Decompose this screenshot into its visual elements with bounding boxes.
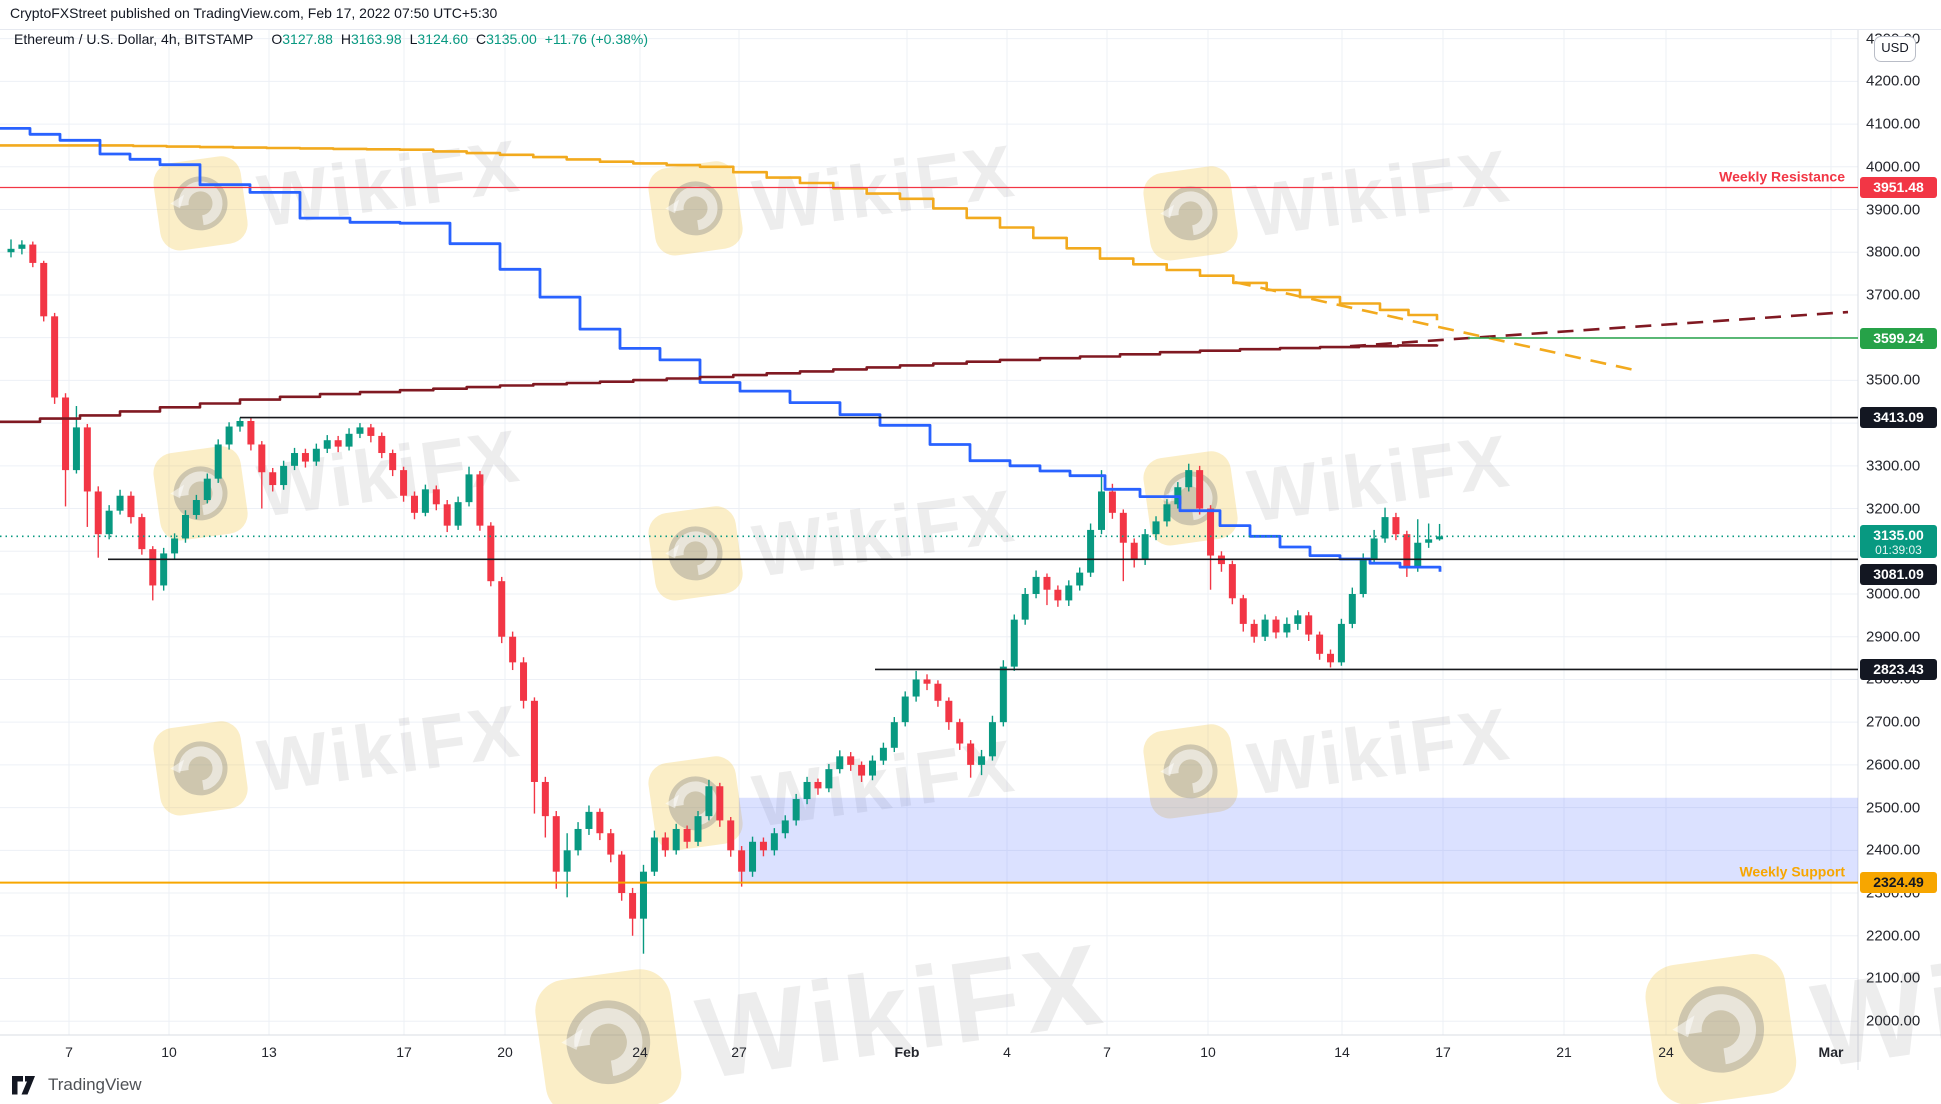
svg-text:WikiFX: WikiFX bbox=[253, 414, 526, 533]
weekly-support-label: Weekly Support bbox=[1739, 864, 1845, 880]
currency-button[interactable]: USD bbox=[1874, 36, 1916, 62]
svg-text:WikiFX: WikiFX bbox=[748, 474, 1021, 593]
wikifx-watermark-unit: WikiFX bbox=[1143, 134, 1516, 261]
price-badge-3599.24: 3599.24 bbox=[1860, 327, 1937, 349]
price-badge-3081.09: 3081.09 bbox=[1860, 564, 1937, 585]
time-tick-Feb: Feb bbox=[894, 1044, 920, 1060]
time-tick-10: 10 bbox=[1200, 1044, 1216, 1060]
price-tick: 3900.00 bbox=[1866, 201, 1921, 219]
time-tick-24: 24 bbox=[1658, 1044, 1674, 1060]
yellow-projection-dashed bbox=[1234, 280, 1636, 372]
wikifx-watermark-unit: WikiFX bbox=[1143, 419, 1516, 546]
wikifx-watermarks: WikiFX WikiFX WikiFX WikiFX WikiFX WikiFX Wiki… bbox=[153, 124, 1941, 1104]
time-tick-4: 4 bbox=[1003, 1044, 1011, 1060]
tradingview-logo-icon bbox=[12, 1075, 35, 1094]
price-axis[interactable]: USD 2000.00 2100.00 2200.00 2300.00 2400.00 2… bbox=[1858, 0, 1941, 1070]
ohlc-value-L: 3124.60 bbox=[417, 31, 469, 47]
sma-yellow bbox=[0, 144, 1439, 321]
grid bbox=[0, 29, 1941, 1070]
symbol-title[interactable]: Ethereum / U.S. Dollar, 4h, BITSTAMP bbox=[14, 31, 254, 47]
sma-blue bbox=[0, 127, 1442, 572]
chart-legend[interactable]: Ethereum / U.S. Dollar, 4h, BITSTAMP O312… bbox=[14, 31, 648, 47]
weekly-support-zone bbox=[739, 797, 1858, 883]
sma-maroon bbox=[0, 344, 1439, 424]
price-badge-3951.48: 3951.48 bbox=[1860, 177, 1937, 199]
price-tick: 3300.00 bbox=[1866, 457, 1921, 475]
price-badge-2823.43: 2823.43 bbox=[1860, 658, 1937, 680]
price-tick: 2500.00 bbox=[1866, 799, 1921, 817]
price-tick: 3200.00 bbox=[1866, 500, 1921, 518]
time-tick-7: 7 bbox=[1103, 1044, 1111, 1060]
time-tick-17: 17 bbox=[1435, 1044, 1451, 1060]
wikifx-watermark-unit: WikiFX bbox=[648, 474, 1021, 601]
price-tick: 2000.00 bbox=[1866, 1012, 1921, 1030]
ohlc-value-H: 3163.98 bbox=[351, 31, 402, 47]
price-tick: 2600.00 bbox=[1866, 756, 1921, 774]
ohlc-value-C: 3135.00 bbox=[486, 31, 537, 47]
tradingview-brand-text: TradingView bbox=[48, 1075, 142, 1094]
ohlc-label-L: L bbox=[409, 31, 418, 47]
svg-text:WikiFX: WikiFX bbox=[1243, 692, 1516, 811]
price-badge-3413.09: 3413.09 bbox=[1860, 407, 1937, 429]
tradingview-footer[interactable]: TradingView bbox=[12, 1072, 142, 1098]
time-tick-21: 21 bbox=[1556, 1044, 1572, 1060]
svg-text:WikiFX: WikiFX bbox=[1243, 134, 1516, 253]
time-tick-Mar: Mar bbox=[1818, 1044, 1844, 1060]
svg-text:WikiFX: WikiFX bbox=[1243, 419, 1516, 538]
wikifx-watermark-unit: WikiFX bbox=[648, 129, 1021, 256]
price-tick: 2900.00 bbox=[1866, 628, 1921, 646]
price-tick: 2700.00 bbox=[1866, 713, 1921, 731]
svg-text:WikiFX: WikiFX bbox=[253, 689, 526, 808]
time-tick-13: 13 bbox=[261, 1044, 277, 1060]
svg-text:WikiFX: WikiFX bbox=[253, 124, 526, 243]
time-tick-7: 7 bbox=[65, 1044, 73, 1060]
price-badge-2324.49: 2324.49 bbox=[1860, 872, 1937, 894]
ohlc-label-O: O bbox=[271, 31, 283, 47]
price-badge-3135.00: 3135.00 01:39:03 bbox=[1860, 525, 1937, 559]
time-tick-10: 10 bbox=[161, 1044, 177, 1060]
svg-text:WikiFX: WikiFX bbox=[748, 129, 1021, 248]
wikifx-watermark-unit: WikiFX bbox=[535, 920, 1113, 1104]
time-axis[interactable]: 7 10 13 17 20 24 27 Feb 4 7 10 14 17 21 24 Mar bbox=[0, 1035, 1941, 1071]
time-tick-24: 24 bbox=[632, 1044, 648, 1060]
price-tick: 2200.00 bbox=[1866, 927, 1921, 945]
ohlc-values: O3127.88 H3163.98 L3124.60 C3135.00 bbox=[263, 31, 536, 47]
candlestick-series bbox=[7, 239, 1444, 954]
price-tick: 3700.00 bbox=[1866, 286, 1921, 304]
price-tick: 4000.00 bbox=[1866, 158, 1921, 176]
time-tick-20: 20 bbox=[497, 1044, 513, 1060]
svg-text:WikiFX: WikiFX bbox=[690, 920, 1113, 1104]
price-tick: 4200.00 bbox=[1866, 72, 1921, 90]
maroon-projection-dashed bbox=[1349, 310, 1849, 348]
price-tick: 3500.00 bbox=[1866, 371, 1921, 389]
ohlc-label-H: H bbox=[340, 31, 351, 47]
wikifx-watermark-unit: WikiFX bbox=[153, 689, 526, 816]
price-tick: 2100.00 bbox=[1866, 969, 1921, 987]
time-tick-27: 27 bbox=[731, 1044, 747, 1060]
price-tick: 3000.00 bbox=[1866, 585, 1921, 603]
published-note: CryptoFXStreet published on TradingView.… bbox=[10, 5, 498, 21]
change-value: +11.76 (+0.38%) bbox=[544, 31, 649, 47]
ohlc-value-O: 3127.88 bbox=[282, 31, 333, 47]
price-tick: 4100.00 bbox=[1866, 115, 1921, 133]
weekly-resistance-label: Weekly Resistance bbox=[1719, 169, 1845, 185]
price-tick: 3800.00 bbox=[1866, 243, 1921, 261]
ohlc-label-C: C bbox=[476, 31, 487, 47]
time-tick-17: 17 bbox=[396, 1044, 412, 1060]
price-tick: 2400.00 bbox=[1866, 841, 1921, 859]
time-tick-14: 14 bbox=[1334, 1044, 1350, 1060]
